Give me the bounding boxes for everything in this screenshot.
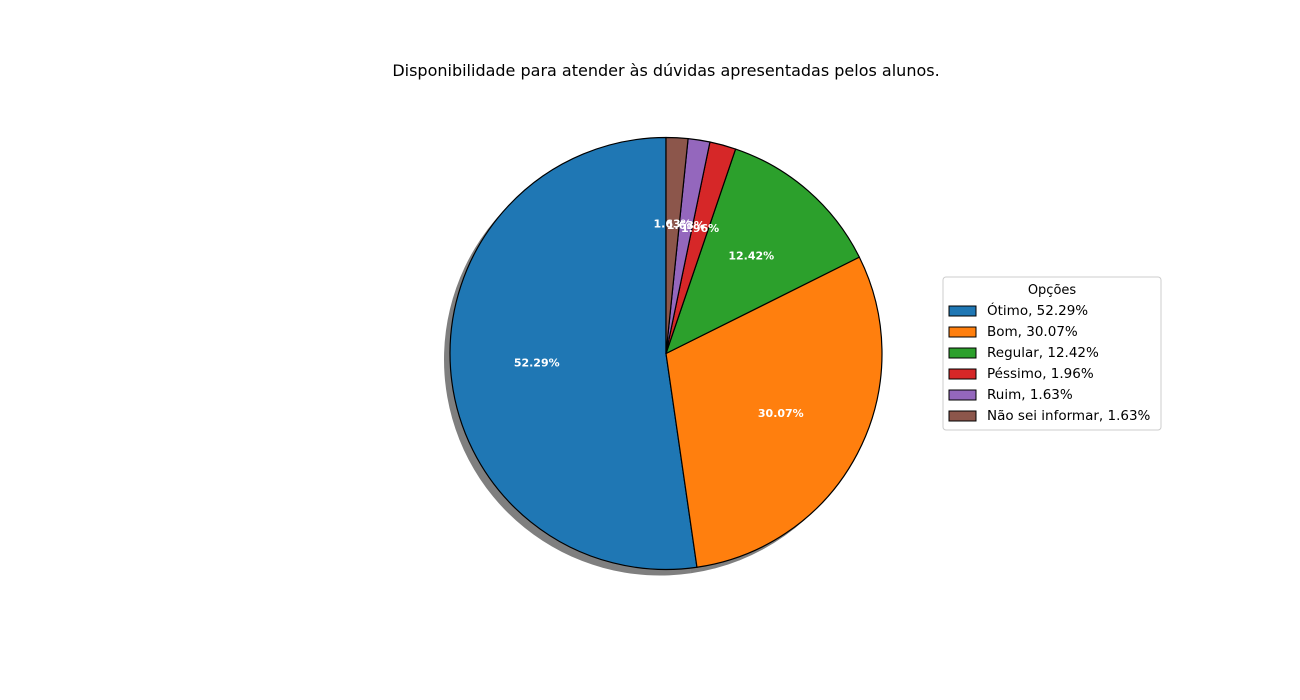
slice-otimo xyxy=(449,136,698,571)
legend-item-pessimo: Péssimo, 1.96% xyxy=(948,366,1094,382)
legend-item-bom: Bom, 30.07% xyxy=(948,324,1078,340)
chart-title: Disponibilidade para atender às dúvidas … xyxy=(392,61,939,80)
percent-label-ruim: 1.63% xyxy=(667,219,705,232)
percent-label-bom: 30.07% xyxy=(758,407,804,420)
legend-label-pessimo: Péssimo, 1.96% xyxy=(987,366,1094,382)
legend-title: Opções xyxy=(1028,283,1077,298)
legend-item-regular: Regular, 12.42% xyxy=(948,345,1099,361)
legend-swatch-ruim xyxy=(948,389,977,401)
percent-label-nao-sei-informar: 1.63% xyxy=(654,218,692,231)
percent-label-otimo: 52.29% xyxy=(514,356,560,369)
slice-bom xyxy=(665,256,883,568)
legend-frame xyxy=(942,276,1162,431)
legend-label-regular: Regular, 12.42% xyxy=(987,345,1099,361)
pie-slices xyxy=(449,136,883,571)
slice-nao-sei-informar xyxy=(665,136,689,355)
slice-regular xyxy=(665,148,860,355)
percent-label-regular: 12.42% xyxy=(728,249,774,262)
legend-label-otimo: Ótimo, 52.29% xyxy=(987,301,1088,319)
legend-swatch-nao-sei-informar xyxy=(948,410,977,422)
percent-label-pessimo: 1.96% xyxy=(681,222,719,235)
legend-swatch-otimo xyxy=(948,305,977,317)
legend-label-bom: Bom, 30.07% xyxy=(987,324,1078,340)
legend-item-otimo: Ótimo, 52.29% xyxy=(948,301,1088,319)
legend-entries: Ótimo, 52.29% Bom, 30.07% Regular, 12.42% P… xyxy=(948,301,1151,424)
legend-label-ruim: Ruim, 1.63% xyxy=(987,387,1073,403)
legend-item-nao-sei-informar: Não sei informar, 1.63% xyxy=(948,408,1151,424)
legend-swatch-bom xyxy=(948,326,977,338)
legend-swatch-pessimo xyxy=(948,368,977,380)
pie-percent-labels: 52.29% 30.07% 12.42% 1.96%1.63%1.63% xyxy=(514,218,804,421)
legend-swatch-regular xyxy=(948,347,977,359)
legend-item-ruim: Ruim, 1.63% xyxy=(948,387,1073,403)
legend-label-nao-sei-informar: Não sei informar, 1.63% xyxy=(987,408,1151,424)
legend: Opções Ótimo, 52.29% Bom, 30.07% Regular, … xyxy=(942,276,1162,431)
